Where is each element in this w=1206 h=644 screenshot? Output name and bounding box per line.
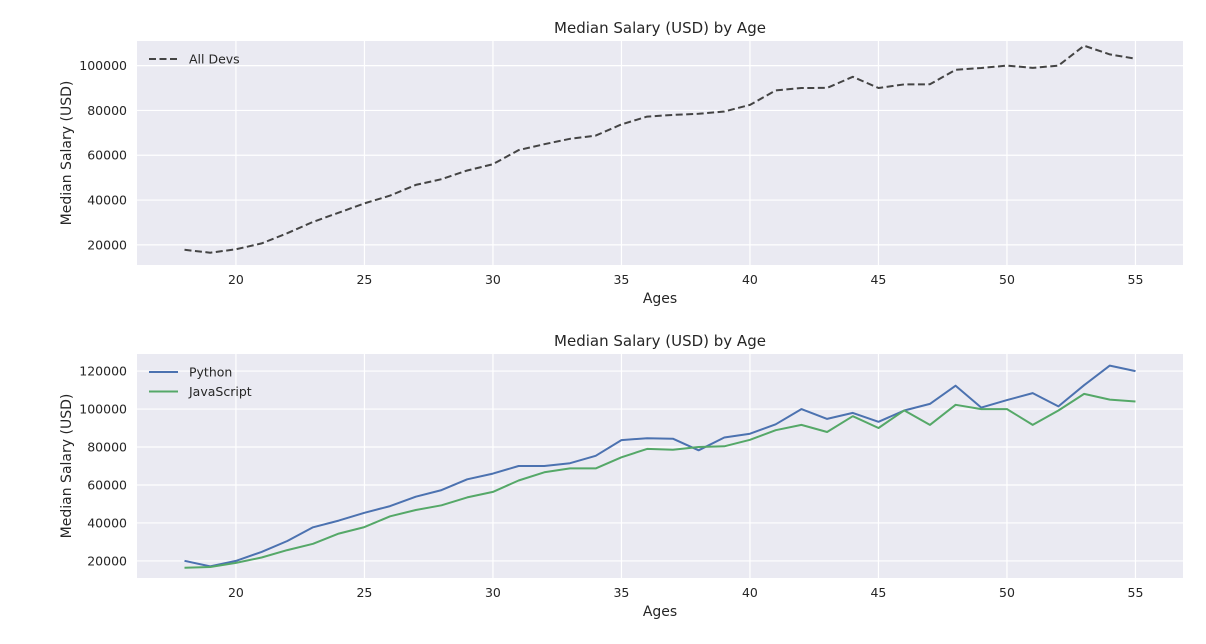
tick-labels: 20 25 30 35 40 45 50 55 20000 40000 60000 80000 1000… [79,364,1143,600]
series-layer [184,364,1136,569]
x-tick-label: 55 [1128,272,1144,287]
x-tick-label: 25 [356,272,372,287]
x-tick-label: 45 [870,272,886,287]
y-tick-label: 80000 [87,440,127,455]
chart-python-javascript: 20 25 30 35 40 45 50 55 20000 40000 60000 80000 1000… [59,332,1183,620]
legend-label: Python [189,365,232,380]
x-tick-label: 50 [999,272,1015,287]
y-tick-label: 20000 [87,553,127,568]
x-tick-label: 25 [356,585,372,600]
y-tick-label: 80000 [87,103,127,118]
x-tick-label: 30 [485,272,501,287]
y-tick-label: 40000 [87,515,127,530]
plot-background [137,354,1183,578]
y-tick-label: 120000 [79,364,127,379]
chart-all-devs: 20 25 30 35 40 45 50 55 20000 40000 60000 80000 1000… [59,19,1183,307]
y-axis-label: Median Salary (USD) [59,394,75,539]
plot-background [137,41,1183,265]
x-tick-label: 45 [870,585,886,600]
y-tick-label: 40000 [87,193,127,208]
y-tick-label: 100000 [79,402,127,417]
x-axis-label: Ages [643,604,677,620]
x-tick-label: 35 [613,272,629,287]
y-tick-label: 60000 [87,477,127,492]
y-tick-label: 100000 [79,58,127,73]
x-tick-label: 50 [999,585,1015,600]
y-axis-label: Median Salary (USD) [59,81,75,226]
x-tick-label: 40 [742,585,758,600]
series-line-python [184,364,1136,568]
legend: Python JavaScript [149,365,252,399]
legend-label: JavaScript [188,384,252,399]
series-layer [184,44,1136,254]
series-line-javascript [184,392,1136,569]
series-line-all-devs [184,44,1136,254]
x-tick-label: 30 [485,585,501,600]
x-tick-label: 55 [1128,585,1144,600]
x-axis-label: Ages [643,291,677,307]
chart-title: Median Salary (USD) by Age [554,332,766,350]
y-tick-label: 20000 [87,237,127,252]
x-tick-label: 40 [742,272,758,287]
legend: All Devs [149,52,240,67]
tick-labels: 20 25 30 35 40 45 50 55 20000 40000 60000 80000 1000… [79,58,1143,287]
y-tick-label: 60000 [87,148,127,163]
x-tick-label: 35 [613,585,629,600]
x-tick-label: 20 [228,272,244,287]
chart-title: Median Salary (USD) by Age [554,19,766,37]
legend-label: All Devs [189,52,240,67]
x-tick-label: 20 [228,585,244,600]
